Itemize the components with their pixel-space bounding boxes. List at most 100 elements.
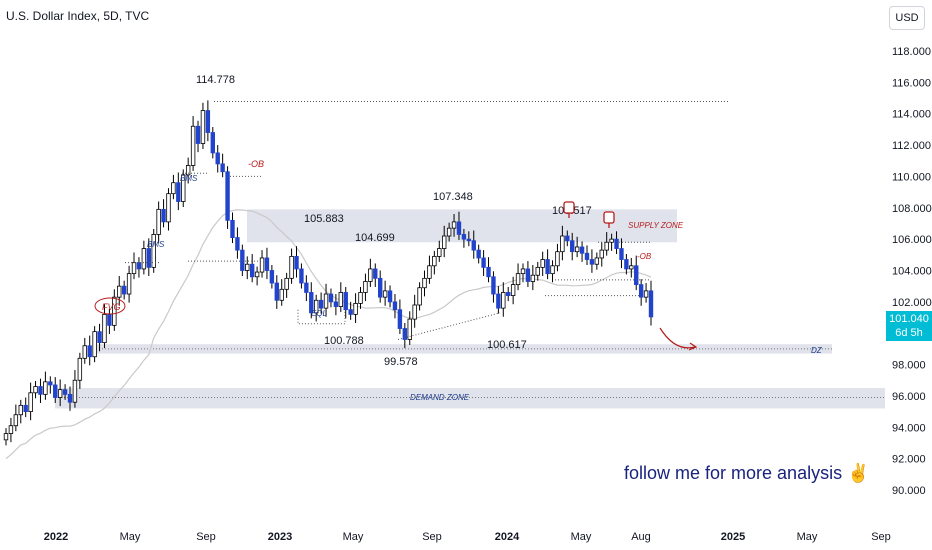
- candle-body: [486, 266, 491, 278]
- candle-body: [304, 282, 309, 293]
- candle-body: [377, 277, 383, 298]
- candle-body: [131, 262, 137, 275]
- x-tick-label: Sep: [422, 531, 442, 543]
- candle-body: [161, 208, 166, 223]
- candle-body: [254, 271, 260, 278]
- candle-body: [584, 252, 590, 260]
- y-tick-label: 92.000: [892, 454, 926, 466]
- candle-body: [501, 292, 506, 309]
- candle-body: [382, 290, 388, 298]
- candle-body: [230, 219, 235, 238]
- candle-body: [82, 345, 87, 359]
- y-tick-label: 116.000: [892, 77, 931, 89]
- candle-body: [643, 290, 649, 298]
- x-tick-label: Aug: [631, 531, 651, 543]
- candle-body: [579, 246, 585, 254]
- y-tick-label: 110.000: [892, 171, 931, 183]
- candle-body: [220, 163, 225, 173]
- candle-body: [338, 292, 344, 307]
- candle-body: [574, 246, 580, 253]
- follow-banner: follow me for more analysis ✌: [624, 463, 870, 483]
- trendline-low: [397, 312, 501, 340]
- candle-body: [446, 227, 452, 237]
- candle-body: [456, 221, 462, 235]
- candle-body: [491, 276, 496, 295]
- candle-body: [476, 249, 481, 259]
- x-tick-label: May: [797, 531, 818, 543]
- candle-body: [407, 318, 412, 340]
- candle-body: [387, 290, 393, 303]
- candle-body: [38, 386, 43, 395]
- candle-body: [136, 262, 142, 270]
- currency-button[interactable]: USD: [889, 6, 925, 30]
- current-price-tag: 101.040 6d 5h: [886, 311, 932, 341]
- candle-body: [427, 265, 432, 279]
- candle-body: [437, 248, 442, 257]
- zone-label: EQL: [311, 309, 327, 318]
- candle-body: [570, 240, 575, 253]
- y-tick-label: 118.000: [892, 46, 931, 58]
- y-tick-label: 108.000: [892, 203, 932, 215]
- pointing-hand-icon: [603, 211, 615, 224]
- price-annotation: 105.883: [304, 213, 344, 225]
- candle-body: [323, 293, 329, 309]
- candle-body: [235, 237, 240, 251]
- candle-body: [530, 274, 536, 282]
- price-annotation: 100.617: [487, 339, 527, 351]
- candle-body: [72, 379, 78, 403]
- zone-label: SUPPLY ZONE: [628, 221, 684, 230]
- candle-body: [107, 313, 112, 326]
- candle-body: [638, 284, 644, 298]
- candle-body: [28, 392, 33, 413]
- candle-body: [141, 248, 147, 270]
- candle-body: [53, 384, 58, 398]
- candle-body: [560, 235, 565, 253]
- candle-body: [432, 255, 437, 267]
- candle-body: [525, 268, 531, 282]
- y-tick-label: 96.000: [892, 391, 926, 403]
- candle-body: [309, 292, 314, 314]
- candle-body: [185, 165, 191, 176]
- price-annotation: 104.699: [355, 232, 395, 244]
- zone-label: -OB: [637, 252, 652, 261]
- candle-body: [451, 221, 457, 229]
- candle-body: [225, 171, 230, 221]
- candle-body: [166, 193, 171, 223]
- candle-body: [146, 248, 151, 268]
- candle-body: [23, 404, 28, 413]
- candle-body: [48, 381, 53, 386]
- candle-body: [205, 110, 211, 133]
- candle-body: [442, 235, 447, 249]
- candle-body: [259, 257, 265, 273]
- candle-body: [97, 331, 102, 344]
- candle-body: [461, 234, 467, 240]
- candle-body: [634, 265, 639, 286]
- candle-body: [599, 249, 604, 259]
- candle-body: [515, 273, 521, 286]
- candle-body: [284, 277, 289, 290]
- candle-body: [102, 313, 107, 344]
- x-tick-label: Sep: [871, 531, 891, 543]
- y-tick-label: 102.000: [892, 297, 932, 309]
- candle-body: [648, 290, 654, 318]
- candle-body: [77, 357, 83, 381]
- zone-label: DEMAND ZONE: [410, 393, 470, 402]
- candle-body: [540, 259, 545, 268]
- candle-body: [200, 110, 206, 144]
- candle-body: [510, 284, 516, 296]
- x-tick-label: May: [120, 531, 141, 543]
- x-tick-label: 2024: [495, 531, 520, 543]
- x-tick-label: May: [343, 531, 364, 543]
- candle-body: [604, 241, 609, 251]
- moving-average-line: [5, 209, 652, 460]
- candle-body: [520, 268, 526, 275]
- price-annotation: 114.778: [196, 74, 235, 86]
- candle-body: [594, 257, 600, 265]
- candle-body: [471, 240, 476, 251]
- candle-body: [294, 255, 299, 270]
- y-tick-label: 106.000: [892, 234, 932, 246]
- candle-body: [117, 285, 122, 298]
- candle-body: [496, 293, 501, 309]
- candle-body: [328, 293, 334, 303]
